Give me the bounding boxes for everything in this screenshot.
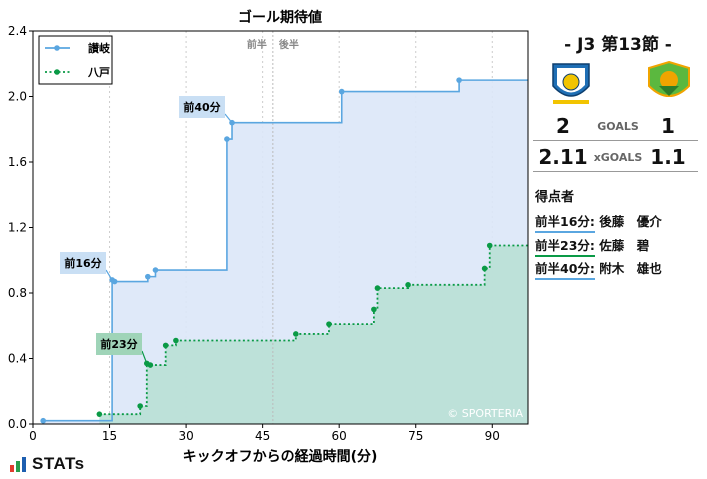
- data-point: [40, 417, 47, 424]
- data-point: [338, 88, 345, 95]
- legend-label: 讃岐: [88, 41, 111, 55]
- plot-area: 前半 後半 0 15 30 45 60 75 90 0.0 0.4 0.8 1.2 1.6 2.0 2.4 前1…: [8, 24, 529, 443]
- data-point: [152, 267, 159, 273]
- x-tick-label: 60: [332, 429, 347, 443]
- first-half-label: 前半: [247, 38, 267, 51]
- chart-title: ゴール期待値: [238, 9, 322, 26]
- scorer-entry: 前半40分: 附木 雄也: [535, 258, 662, 280]
- annotation-label: 前16分: [64, 256, 101, 270]
- data-point: [486, 242, 493, 249]
- scorer-name: 附木 雄也: [599, 261, 662, 276]
- legend-marker: [54, 45, 60, 51]
- data-point: [162, 342, 169, 349]
- y-tick-label: 1.6: [8, 155, 27, 169]
- second-half-label: 後半: [279, 38, 299, 51]
- scorer-time: 前半16分:: [535, 211, 595, 233]
- data-point: [481, 265, 488, 272]
- annotation-label: 前40分: [183, 100, 220, 114]
- y-tick-label: 0.8: [8, 286, 27, 300]
- match-panel: - J3 第13節 - 2 GOALS 1 2.11 xGOALS 1.1 得点…: [533, 0, 703, 479]
- scorers-title: 得点者: [535, 190, 575, 205]
- stats-bars-icon: [10, 457, 26, 472]
- y-tick-label: 1.2: [8, 221, 27, 235]
- x-tick-label: 15: [102, 429, 117, 443]
- data-point: [456, 77, 462, 83]
- scorer-time: 前半23分:: [535, 235, 595, 257]
- goals-label: GOALS: [597, 120, 639, 133]
- scorer-entry: 前半16分: 後藤 優介: [535, 211, 662, 233]
- x-axis-label: キックオフからの経過時間(分): [183, 448, 378, 465]
- data-point: [293, 331, 299, 337]
- goals-home: 2: [556, 114, 570, 138]
- scorer-time: 前半40分:: [535, 258, 595, 280]
- legend-marker: [54, 69, 60, 75]
- kamatamare-sanuki-crest: [552, 63, 590, 104]
- match-title: - J3 第13節 -: [564, 35, 672, 55]
- xgoals-label: xGOALS: [593, 151, 643, 164]
- annotation-box: [60, 252, 106, 274]
- y-tick-label: 2.4: [8, 24, 27, 38]
- x-tick-label: 0: [29, 429, 37, 443]
- legend-label: 八戸: [87, 66, 110, 79]
- data-point: [326, 321, 332, 327]
- xgoals-row: 2.11 xGOALS 1.1: [533, 145, 698, 172]
- stats-logo: STATs: [10, 454, 84, 476]
- annotation-label: 前23分: [100, 337, 137, 351]
- data-point: [137, 403, 143, 409]
- series-line-1: [99, 244, 528, 416]
- scorer-name: 後藤 優介: [599, 214, 662, 229]
- annotation-pointer: [141, 350, 148, 364]
- stats-logo-text: STATs: [32, 454, 85, 473]
- vanraure-hachinohe-crest: [648, 60, 690, 97]
- y-tick-label: 2.0: [8, 90, 27, 104]
- goals-row: 2 GOALS 1: [533, 114, 698, 141]
- x-tick-label: 75: [408, 429, 423, 443]
- xgoals-away: 1.1: [650, 145, 686, 169]
- annotation-pointer: [224, 113, 233, 124]
- data-point: [371, 306, 377, 313]
- xgoals-home: 2.11: [538, 145, 588, 169]
- data-point: [96, 411, 103, 417]
- y-tick-label: 0.4: [8, 352, 27, 366]
- data-point: [145, 273, 151, 280]
- goals-away: 1: [661, 114, 675, 138]
- x-tick-label: 45: [255, 429, 270, 443]
- legend-box: [38, 35, 113, 85]
- x-tick-label: 30: [178, 429, 193, 443]
- annotation-box: [96, 333, 142, 355]
- data-point: [147, 362, 154, 368]
- x-tick-label: 90: [485, 429, 500, 443]
- scorer-name: 佐藤 碧: [599, 238, 650, 253]
- annotation-box: [179, 96, 225, 118]
- annotation-pointer: [105, 269, 113, 281]
- data-point: [224, 136, 230, 142]
- y-tick-label: 0.0: [8, 417, 27, 431]
- xg-chart: ゴール期待値 前半 後半 0 15 30 45 60 75 90 0.0 0.4 0.8 1.2 1.6 2…: [8, 9, 529, 465]
- data-point: [173, 337, 179, 344]
- data-point: [374, 285, 381, 291]
- data-point: [111, 278, 118, 285]
- scorer-entry: 前半23分: 佐藤 碧: [535, 235, 649, 257]
- data-point: [405, 282, 411, 288]
- watermark: © SPORTERIA: [447, 407, 523, 420]
